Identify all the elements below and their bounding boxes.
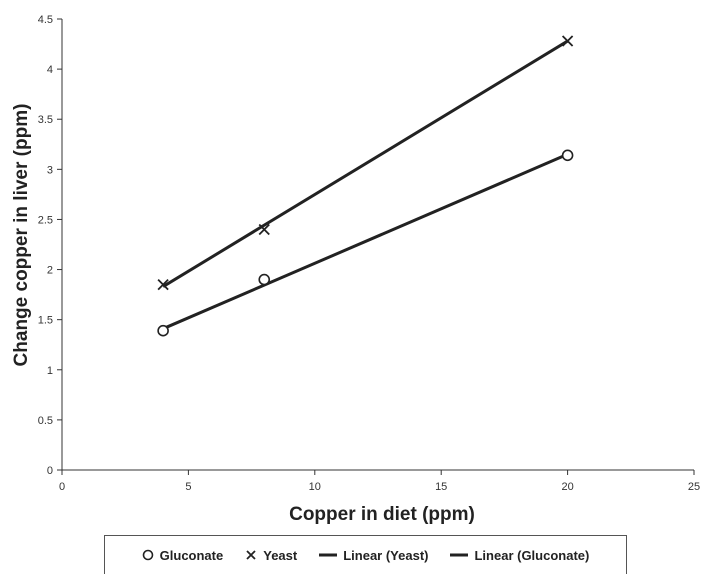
y-tick-label: 0.5 [38,415,53,427]
y-tick-label: 2.5 [38,214,53,226]
y-tick-label: 1 [47,365,53,377]
y-tick-label: 3.5 [38,114,53,126]
data-point-gluconate [157,324,169,337]
y-tick-label: 3 [47,164,53,176]
legend: Gluconate Yeast Linear (Yeast) Linear (G… [104,535,627,574]
x-tick-label: 15 [435,481,447,493]
x-tick-label: 20 [561,481,573,493]
trendline-yeast [162,39,569,288]
trendline-gluconate [162,152,569,331]
y-tick-label: 0 [47,465,53,477]
data-point-gluconate [561,149,574,162]
x-axis-title: Copper in diet (ppm) [289,504,475,525]
y-tick-label: 4.5 [38,14,53,26]
y-tick-label: 2 [47,265,53,277]
x-tick-label: 10 [309,481,321,493]
line-symbol-icon [450,553,469,557]
legend-item-gluconate: Gluconate [142,547,224,563]
data-point-yeast [157,278,169,291]
x-marker-icon [246,550,256,560]
x-tick-label: 25 [688,481,700,493]
trendlines [162,39,569,331]
legend-label-gluconate: Gluconate [159,547,224,563]
x-tick-label: 0 [59,481,65,493]
x-tick-label: 5 [185,481,191,493]
legend-item-yeast: Yeast [245,548,297,563]
legend-item-linear-yeast: Linear (Yeast) [319,548,428,563]
legend-item-linear-gluconate: Linear (Gluconate) [450,548,589,563]
y-axis-title: Change copper in liver (ppm) [11,104,32,367]
data-point-yeast [258,223,270,236]
y-tick-label: 1.5 [38,315,53,327]
circle-marker-icon [142,549,153,561]
legend-label-linear-gluconate: Linear (Gluconate) [474,547,590,563]
line-symbol-icon [319,553,338,557]
y-tick-label: 4 [47,64,53,76]
legend-label-linear-yeast: Linear (Yeast) [343,547,429,563]
markers [157,35,574,337]
data-point-gluconate [258,273,271,286]
axes: 0 0.5 1 1.5 2 2.5 3 3.5 4 4.5 0 5 10 15 20 25 [38,14,700,493]
chart: 0 0.5 1 1.5 2 2.5 3 3.5 4 4.5 0 5 10 15 20 25 Copper in… [11,14,700,525]
legend-label-yeast: Yeast [263,547,298,563]
data-point-yeast [561,35,574,47]
